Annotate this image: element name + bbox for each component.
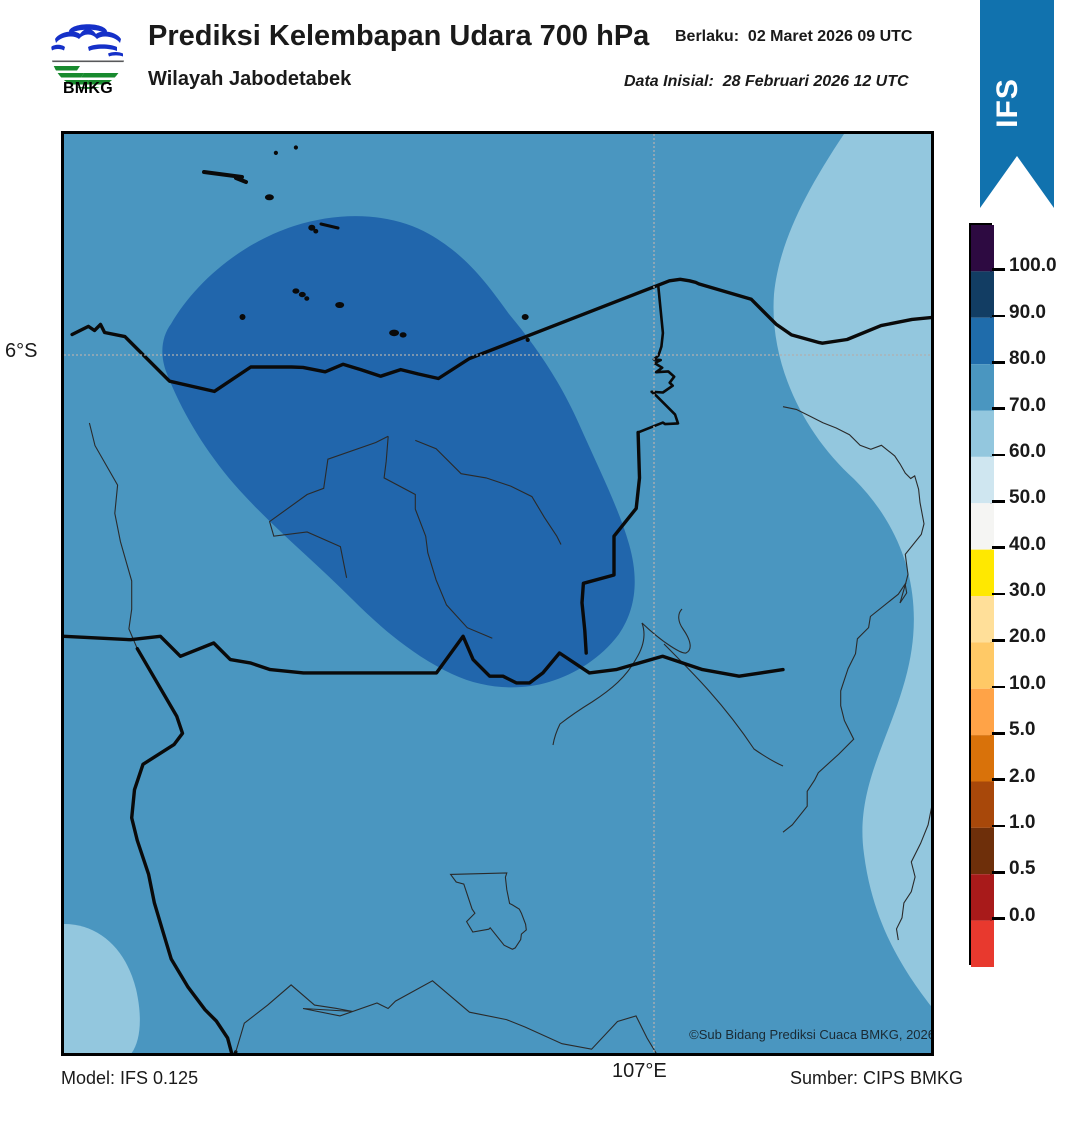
svg-text:IFS: IFS — [991, 78, 1024, 128]
svg-text:©Sub Bidang Prediksi Cuaca BMK: ©Sub Bidang Prediksi Cuaca BMKG, 2026 — [689, 1027, 934, 1042]
